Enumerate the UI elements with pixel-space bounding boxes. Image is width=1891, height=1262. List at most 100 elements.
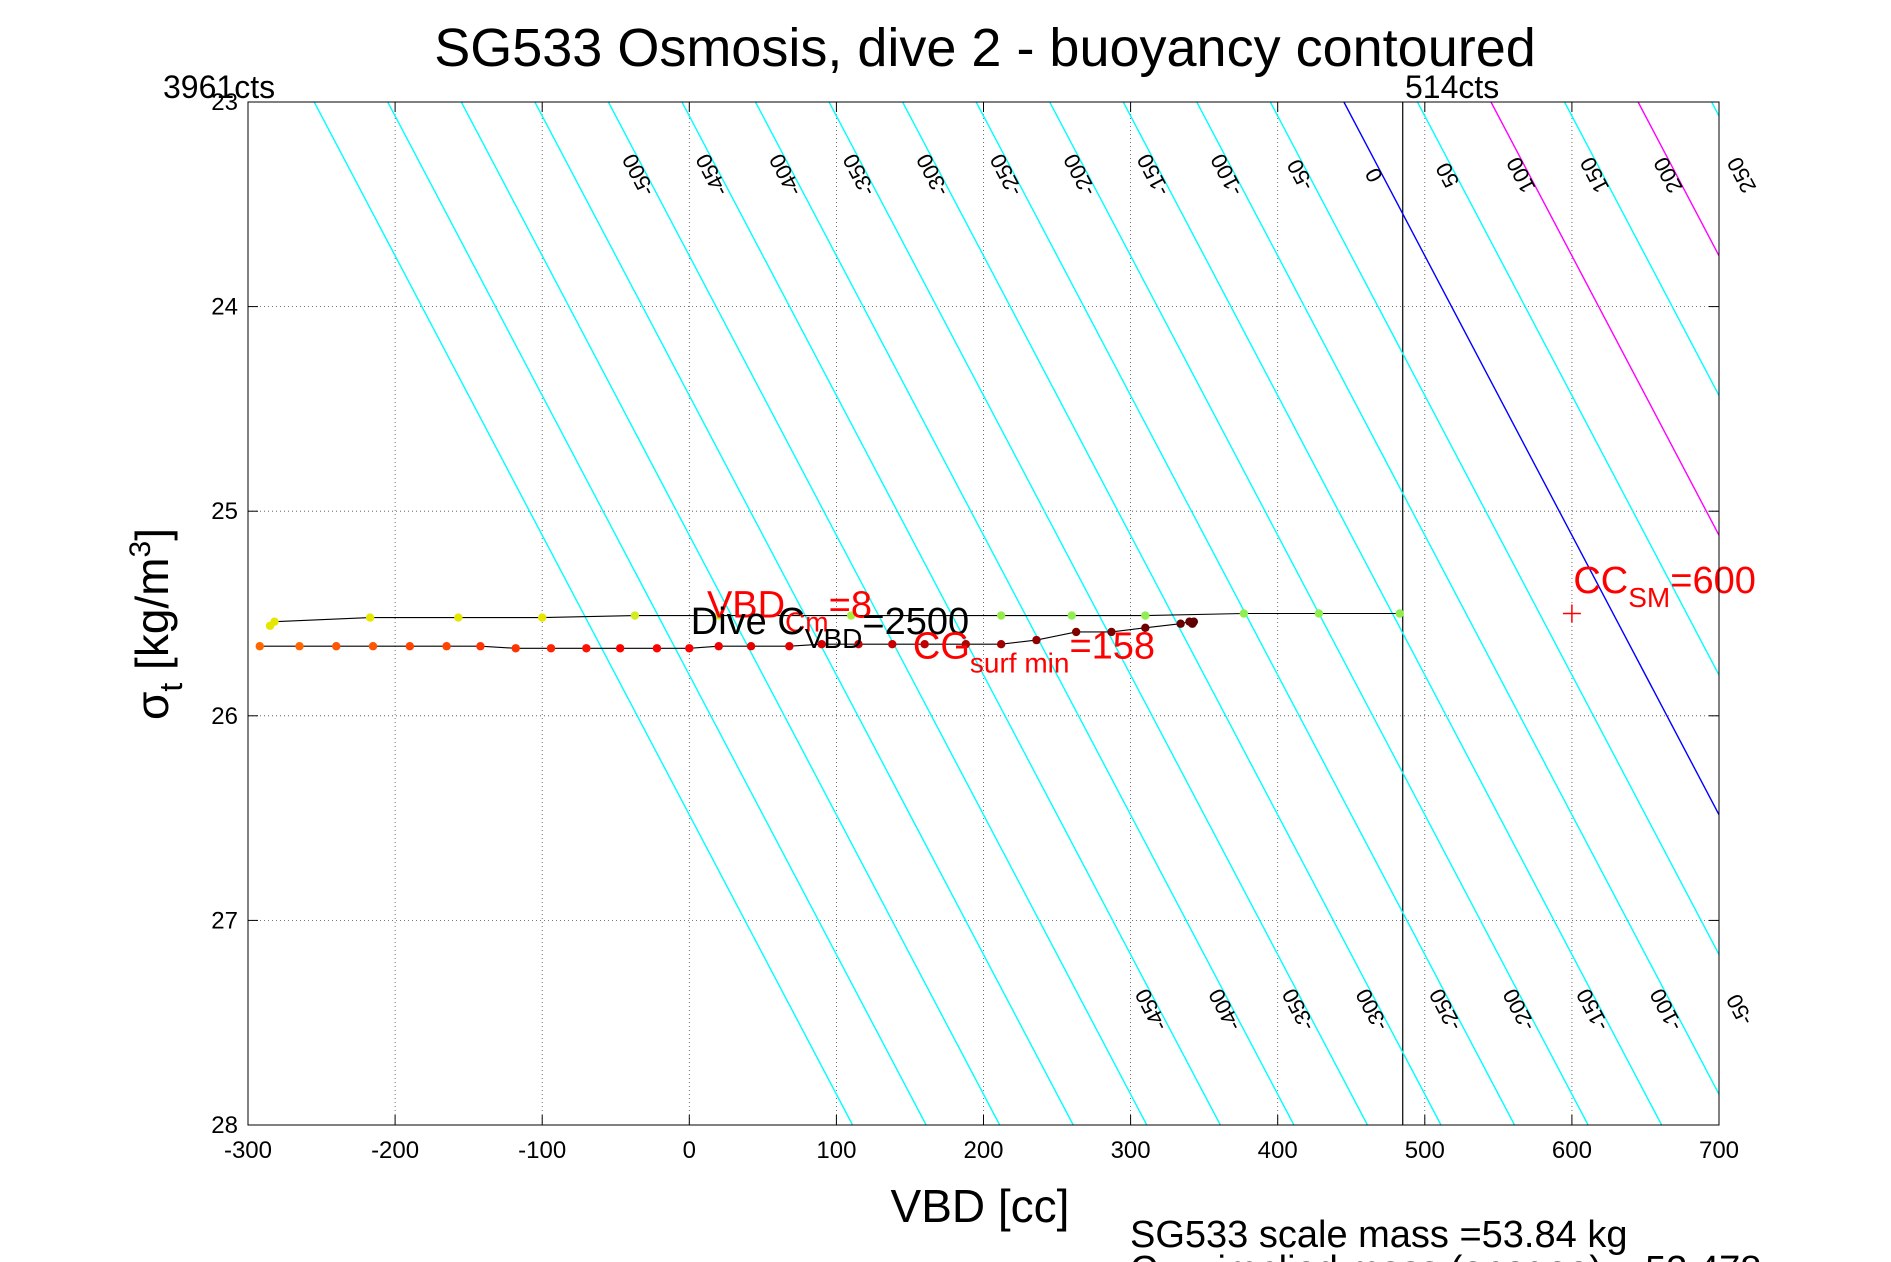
footer-scale-mass: SG533 scale mass =53.84 kg	[1130, 1214, 1627, 1256]
contour-label-bottom: -400	[1203, 985, 1246, 1036]
footer-implied-mass-rest: implied mass (apogee) = 53.478	[1217, 1249, 1761, 1262]
data-point	[454, 613, 463, 622]
annotation-value: =8	[829, 585, 872, 627]
data-point	[368, 642, 378, 651]
data-point	[652, 644, 662, 653]
contour-label-bottom: -250	[1424, 985, 1467, 1036]
data-point	[255, 642, 264, 651]
data-point	[714, 642, 723, 651]
data-point	[1189, 617, 1199, 626]
corner-left-label: 3961cts	[163, 69, 275, 105]
contour-line	[534, 102, 1074, 1125]
y-tick-label: 24	[211, 294, 238, 321]
y-axis-label-sub: t	[153, 683, 189, 692]
cc-sm-marker	[1562, 604, 1581, 623]
contour-line	[754, 102, 1295, 1125]
contour-line	[901, 102, 1442, 1125]
annotation-sub: VBD	[805, 623, 863, 654]
contour-line	[1490, 102, 1719, 537]
buoyancy-contours	[313, 102, 1891, 1125]
data-point	[442, 642, 451, 651]
y-tick-label: 23	[211, 89, 238, 116]
y-tick-label: 26	[211, 703, 238, 730]
data-point	[1314, 609, 1324, 618]
y-axis-label-sup: 3	[124, 541, 157, 558]
x-tick-label: 200	[963, 1137, 1003, 1164]
annotation-value: =600	[1670, 560, 1756, 602]
contour-line	[313, 102, 854, 1125]
data-point	[1395, 609, 1404, 618]
series-line-lower-profile	[259, 621, 1195, 649]
footer-implied-mass-main: C	[1130, 1249, 1157, 1262]
x-tick-label: -300	[224, 1137, 272, 1164]
contour-label-bottom: -200	[1498, 985, 1541, 1036]
data-point	[1141, 623, 1150, 633]
data-point	[582, 644, 591, 653]
annotation-vbd-cm: VBDCm=8	[707, 585, 872, 638]
annotation-sub: Cm	[785, 607, 829, 638]
axis-ticks: -300 -200 -100 0 100 200 300 400 500 600 700232425…	[211, 89, 1739, 1164]
contour-line	[1785, 102, 1891, 1125]
contour-label-bottom: -300	[1351, 985, 1394, 1036]
x-tick-label: -100	[518, 1137, 566, 1164]
data-point	[405, 642, 415, 651]
contour-label-top: 50	[1431, 158, 1465, 191]
y-tick-label: 25	[211, 498, 238, 525]
contour-line	[607, 102, 1148, 1125]
contour-label-top: -250	[985, 150, 1028, 201]
data-point	[630, 611, 640, 620]
contour-label-top: 100	[1501, 153, 1540, 197]
annotation-cc-sm: CCSM=600	[1573, 560, 1755, 613]
contour-label-top: -400	[764, 150, 807, 201]
data-point	[1239, 609, 1249, 618]
y-tick-label: 28	[211, 1112, 238, 1139]
data-point	[476, 642, 485, 651]
chart-title: SG533 Osmosis, dive 2 - buoyancy contour…	[434, 18, 1536, 78]
data-point	[511, 644, 520, 653]
contour-label-top: -50	[1282, 155, 1319, 195]
annotation-cg-surf-min: CGsurf min=158	[913, 626, 1155, 679]
contour-line	[1637, 102, 1719, 258]
data-point	[920, 639, 929, 649]
x-tick-label: 0	[683, 1137, 696, 1164]
data-point	[817, 639, 826, 649]
data-point	[615, 644, 625, 653]
contour-label-bottom: -100	[1645, 985, 1688, 1036]
contour-label-top: -500	[617, 150, 660, 201]
contour-line	[1859, 102, 1891, 1125]
annotation-sub: surf min	[970, 648, 1070, 679]
contour-line	[1563, 102, 1719, 397]
data-point	[746, 642, 756, 651]
y-tick-label: 27	[211, 907, 238, 934]
data-point	[1176, 619, 1185, 628]
contour-line	[1343, 102, 1719, 817]
y-axis-label-end: ]	[126, 528, 178, 541]
annotation-sub: SM	[1628, 582, 1670, 613]
x-tick-label: 700	[1699, 1137, 1739, 1164]
series-line-upper-profile	[269, 612, 1400, 627]
data-point	[295, 642, 304, 651]
x-tick-label: 500	[1405, 1137, 1445, 1164]
contour-label-top: 150	[1575, 153, 1614, 197]
contour-label-top: -150	[1132, 150, 1175, 201]
data-point	[332, 642, 341, 651]
contour-label-bottom: -450	[1130, 985, 1173, 1036]
contour-line	[1196, 102, 1719, 1096]
data-point	[1067, 611, 1076, 620]
data-point	[270, 617, 279, 626]
x-tick-label: 600	[1552, 1137, 1592, 1164]
contour-line	[1416, 102, 1719, 677]
x-tick-label: 300	[1111, 1137, 1151, 1164]
data-point	[1032, 635, 1041, 645]
contour-label-top: -350	[838, 150, 881, 201]
data-point	[1107, 627, 1116, 637]
data-point	[785, 642, 794, 651]
footer-implied-mass: Cimplied mass (apogee) = 53.478	[1130, 1249, 1761, 1262]
y-axis-label-main: σ	[126, 692, 178, 720]
profile-series	[255, 604, 1581, 653]
contour-label-bottom: -150	[1571, 985, 1614, 1036]
contour-line	[387, 102, 927, 1125]
annotation-main: CC	[1573, 560, 1628, 602]
